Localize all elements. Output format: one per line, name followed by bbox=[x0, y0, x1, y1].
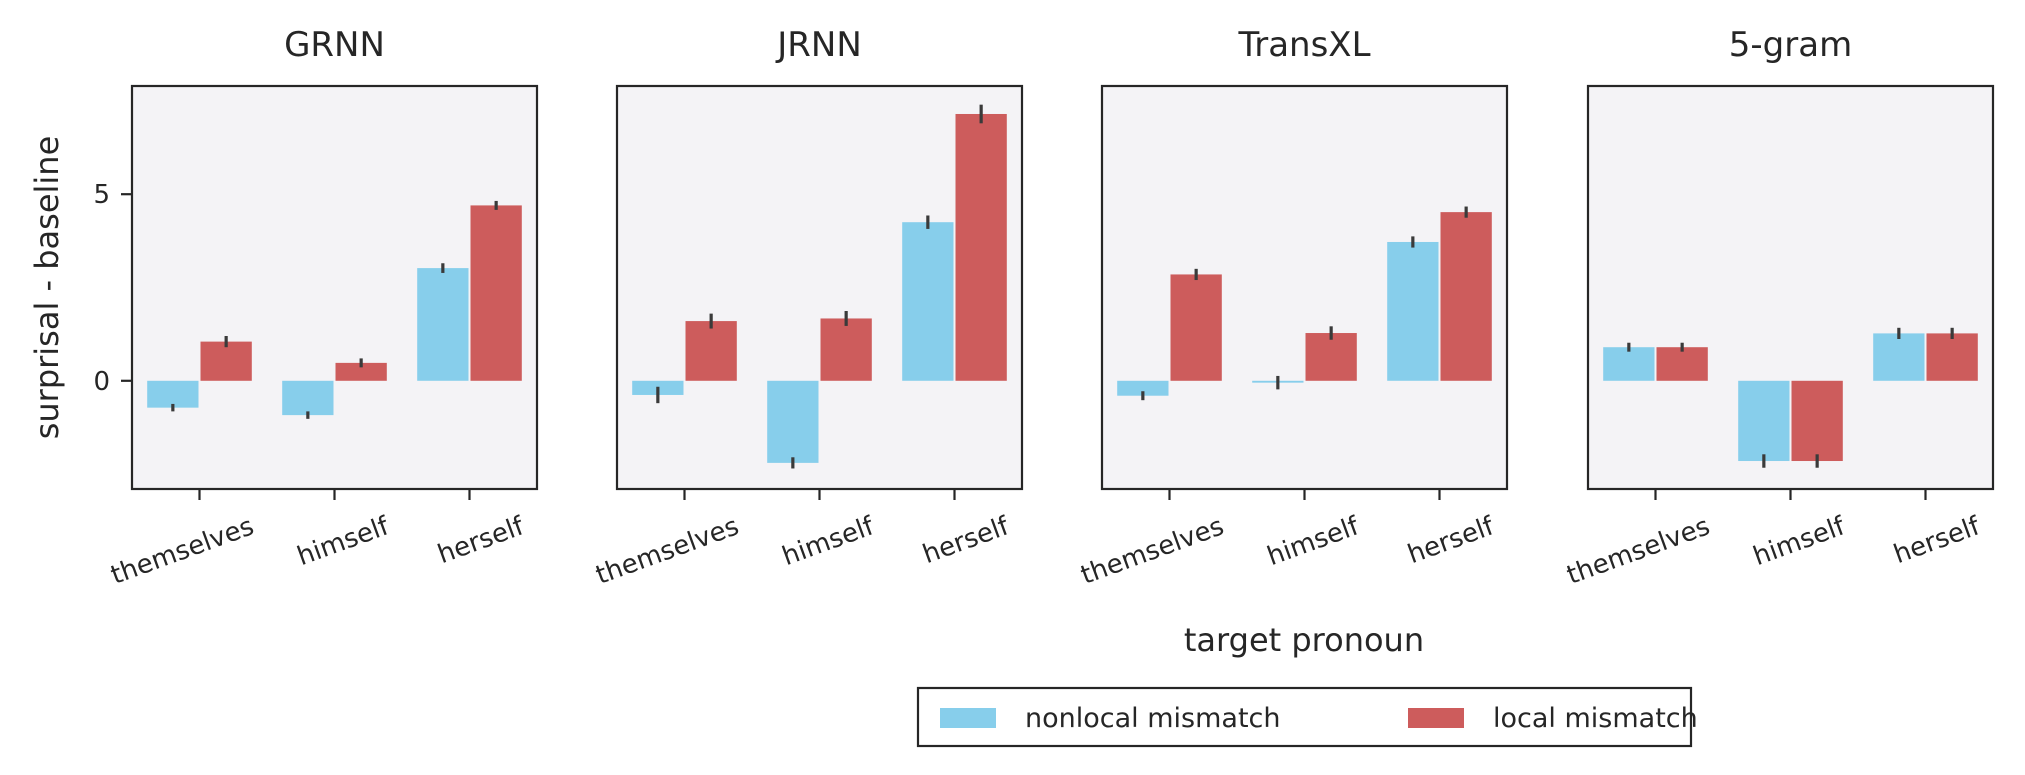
x-tick-label: herself bbox=[434, 511, 529, 570]
bar-herself-local bbox=[955, 113, 1007, 381]
bar-himself-nonlocal bbox=[1738, 380, 1790, 462]
x-axis-label: target pronoun bbox=[1184, 621, 1424, 659]
bar-themselves-nonlocal bbox=[147, 380, 199, 408]
panel-5-gram: themselves himself herself 5-gram bbox=[1563, 25, 1995, 591]
x-tick-label: themselves bbox=[107, 511, 258, 590]
panel-background bbox=[1102, 86, 1507, 489]
x-tick-label: themselves bbox=[592, 511, 743, 590]
legend-label: local mismatch bbox=[1493, 703, 1698, 734]
x-tick-label: himself bbox=[293, 511, 393, 572]
bar-himself-local bbox=[1305, 333, 1357, 381]
legend-swatch bbox=[940, 708, 996, 728]
x-tick-label: themselves bbox=[1563, 511, 1714, 590]
panel-title: TransXL bbox=[1237, 25, 1370, 65]
bar-herself-nonlocal bbox=[1873, 333, 1925, 381]
bar-herself-nonlocal bbox=[1387, 241, 1439, 381]
legend: nonlocal mismatch local mismatch bbox=[916, 686, 1698, 748]
bar-himself-local bbox=[1791, 380, 1843, 462]
bar-themselves-local bbox=[1656, 347, 1708, 381]
x-tick-label: herself bbox=[1890, 511, 1985, 570]
panel-frame bbox=[1586, 84, 1995, 491]
panel-grnn: themselves himself herself GRNN 0 5 bbox=[93, 25, 539, 591]
panel-background bbox=[132, 86, 537, 489]
panel-title: JRNN bbox=[775, 25, 862, 65]
bar-himself-nonlocal bbox=[767, 380, 819, 463]
x-tick-label: herself bbox=[1404, 511, 1499, 570]
panel-title: 5-gram bbox=[1729, 25, 1852, 65]
bar-themselves-nonlocal bbox=[1603, 347, 1655, 381]
x-tick-label: herself bbox=[919, 511, 1014, 570]
bar-herself-local bbox=[470, 205, 522, 381]
legend-swatch bbox=[1408, 708, 1464, 728]
x-tick-label: himself bbox=[778, 511, 878, 572]
panel-transxl: themselves himself herself TransXL bbox=[1077, 25, 1509, 591]
panel-jrnn: themselves himself herself JRNN bbox=[592, 25, 1024, 591]
x-tick-label: himself bbox=[1263, 511, 1363, 572]
bar-herself-nonlocal bbox=[902, 222, 954, 381]
bar-himself-local bbox=[820, 318, 872, 381]
panel-title: GRNN bbox=[284, 25, 385, 65]
panel-background bbox=[1588, 86, 1993, 489]
panel-background bbox=[617, 86, 1022, 489]
panel-frame bbox=[1100, 84, 1509, 491]
bar-herself-local bbox=[1926, 333, 1978, 381]
bar-themselves-local bbox=[200, 341, 252, 381]
y-tick-label: 0 bbox=[93, 367, 110, 397]
bar-themselves-nonlocal bbox=[1117, 380, 1169, 396]
bar-themselves-local bbox=[1170, 274, 1222, 381]
legend-label: nonlocal mismatch bbox=[1025, 703, 1281, 734]
panel-frame bbox=[615, 84, 1024, 491]
y-tick-label: 5 bbox=[93, 180, 110, 210]
bar-himself-nonlocal bbox=[282, 380, 334, 416]
y-axis-label: surprisal - baseline bbox=[28, 136, 66, 440]
x-tick-label: themselves bbox=[1077, 511, 1228, 590]
bar-themselves-local bbox=[685, 321, 737, 381]
bar-himself-local bbox=[335, 362, 387, 381]
x-tick-label: himself bbox=[1749, 511, 1849, 572]
bar-herself-local bbox=[1440, 212, 1492, 381]
bar-herself-nonlocal bbox=[417, 268, 469, 381]
panel-frame bbox=[130, 84, 539, 491]
legend-frame bbox=[916, 686, 1693, 748]
